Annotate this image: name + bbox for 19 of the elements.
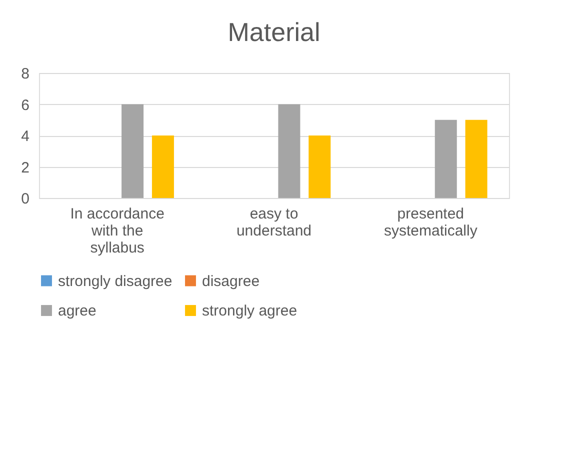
bar <box>122 104 144 198</box>
bar <box>152 136 174 198</box>
bar <box>465 120 488 198</box>
x-tick-label: easy to understand <box>236 206 312 240</box>
y-tick-label: 8 <box>21 66 30 82</box>
chart-title: Material <box>228 17 320 47</box>
bar <box>278 104 300 198</box>
y-tick-label: 6 <box>21 96 30 114</box>
x-tick-label: presented systematically <box>384 206 478 240</box>
bar <box>434 120 457 198</box>
y-tick-label: 2 <box>21 159 30 176</box>
legend-label: disagree <box>202 272 260 290</box>
bar <box>308 136 331 198</box>
y-tick-label: 0 <box>21 190 30 208</box>
y-tick-label: 4 <box>21 128 30 145</box>
legend-label: strongly agree <box>202 302 298 320</box>
x-tick-label: In accordance with the syllabus <box>70 206 164 256</box>
legend-label: agree <box>58 302 96 320</box>
legend-label: strongly disagree <box>58 272 172 290</box>
